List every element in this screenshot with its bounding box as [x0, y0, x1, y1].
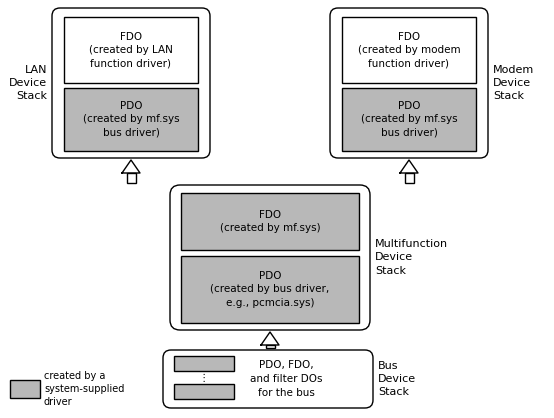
Text: Bus
Device
Stack: Bus Device Stack [378, 361, 416, 397]
FancyBboxPatch shape [170, 185, 370, 330]
Bar [342, 17, 476, 83]
Text: FDO
(created by mf.sys): FDO (created by mf.sys) [220, 210, 320, 233]
Text: Multifunction
Device
Stack: Multifunction Device Stack [375, 239, 448, 276]
FancyBboxPatch shape [330, 8, 488, 158]
Text: Modem
Device
Stack: Modem Device Stack [493, 65, 534, 101]
Text: PDO
(created by bus driver,
e.g., pcmcia.sys): PDO (created by bus driver, e.g., pcmcia… [211, 271, 330, 308]
FancyBboxPatch shape [163, 350, 373, 408]
Polygon shape [261, 332, 279, 345]
Bar [342, 88, 476, 151]
FancyBboxPatch shape [52, 8, 210, 158]
Text: PDO
(created by mf.sys
bus driver): PDO (created by mf.sys bus driver) [83, 101, 179, 138]
Bar [10, 380, 40, 398]
Text: LAN
Device
Stack: LAN Device Stack [9, 65, 47, 101]
Polygon shape [122, 160, 140, 173]
Text: ⋮: ⋮ [199, 372, 209, 382]
Text: created by a
system-supplied
driver: created by a system-supplied driver [44, 371, 125, 407]
Text: and filter DOs: and filter DOs [250, 374, 322, 384]
Bar [174, 356, 234, 371]
Bar [181, 193, 359, 250]
Bar [265, 345, 274, 348]
Text: PDO, FDO,: PDO, FDO, [259, 360, 314, 370]
Text: for the bus: for the bus [258, 388, 315, 398]
Text: PDO
(created by mf.sys
bus driver): PDO (created by mf.sys bus driver) [361, 101, 457, 138]
Bar [64, 88, 198, 151]
Bar [181, 256, 359, 323]
Bar [174, 384, 234, 399]
Text: FDO
(created by modem
function driver): FDO (created by modem function driver) [358, 32, 460, 68]
Bar [64, 17, 198, 83]
Bar [126, 173, 136, 183]
Polygon shape [400, 160, 418, 173]
Bar [404, 173, 413, 183]
Text: FDO
(created by LAN
function driver): FDO (created by LAN function driver) [89, 32, 173, 68]
